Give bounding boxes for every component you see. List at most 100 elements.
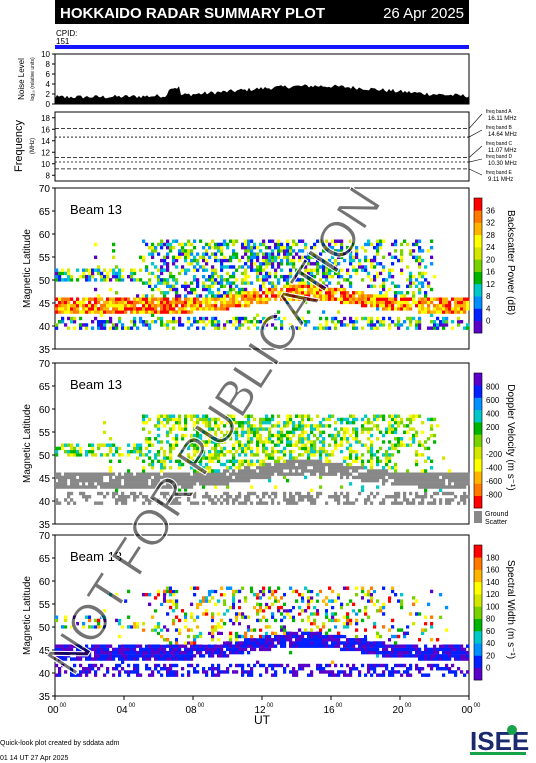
scatter-cell [436,475,440,480]
scatter-cell [289,670,293,674]
scatter-cell [310,501,314,505]
scatter-cell [295,287,299,292]
scatter-cell [220,644,224,648]
scatter-cell [226,634,230,639]
scatter-cell [451,491,455,496]
scatter-cell [109,449,113,454]
scatter-cell [118,654,122,658]
scatter-cell [211,498,215,502]
scatter-cell [199,265,203,269]
scatter-cell [223,644,227,648]
scatter-cell [175,657,179,661]
scatter-cell [184,641,188,645]
scatter-cell [220,628,224,632]
scatter-cell [301,239,305,243]
scatter-cell [190,242,194,247]
scatter-cell [256,446,260,451]
scatter-cell [160,657,164,661]
scatter-cell [232,498,236,502]
scatter-cell [343,673,347,677]
scatter-cell [235,475,239,480]
scatter-cell [235,278,239,282]
scatter-cell [103,472,107,476]
scatter-cell [115,478,119,483]
scatter-cell [379,459,383,464]
scatter-cell [331,245,335,250]
scatter-cell [283,278,287,282]
scatter-cell [139,654,143,658]
scatter-cell [79,453,83,457]
scatter-cell [277,424,281,428]
scatter-cell [397,647,401,652]
scatter-cell [109,482,113,486]
scatter-cell [337,501,341,505]
scatter-cell [91,446,95,451]
scatter-cell [442,310,446,314]
scatter-cell [172,644,176,648]
scatter-cell [319,472,323,476]
scatter-cell [418,300,422,305]
scatter-cell [88,647,92,652]
scatter-cell [313,424,317,428]
scatter-cell [424,291,428,295]
scatter-cell [397,472,401,476]
scatter-cell [160,462,164,467]
scatter-cell [157,303,161,308]
scatter-cell [235,495,239,499]
scatter-cell [286,609,290,613]
scatter-cell [91,271,95,276]
scatter-cell [262,320,266,324]
scatter-cell [184,615,188,619]
scatter-cell [139,472,143,476]
scatter-cell [295,599,299,603]
scatter-cell [394,284,398,289]
scatter-cell [298,427,302,431]
scatter-cell [361,265,365,269]
scatter-cell [148,485,152,489]
scatter-cell [91,625,95,629]
scatter-cell [262,459,266,464]
scatter-cell [172,297,176,301]
scatter-cell [118,485,122,489]
scatter-cell [178,478,182,483]
scatter-cell [214,440,218,444]
scatter-cell [253,291,257,295]
scatter-cell [208,644,212,648]
scatter-cell [85,654,89,658]
scatter-cell [127,469,131,473]
scatter-cell [205,670,209,674]
scatter-cell [169,654,173,658]
scatter-cell [214,316,218,321]
scatter-cell [160,242,164,247]
scatter-cell [145,294,149,298]
scatter-cell [190,459,194,464]
scatter-cell [322,592,326,597]
scatter-cell [301,437,305,441]
scatter-cell [166,628,170,632]
scatter-cell [229,605,233,610]
scatter-cell [316,638,320,642]
scatter-cell [178,501,182,505]
scatter-cell [169,287,173,292]
scatter-cell [265,641,269,645]
scatter-cell [424,294,428,298]
scatter-cell [265,297,269,301]
scatter-cell [319,420,323,425]
scatter-cell [391,650,395,655]
scatter-cell [163,449,167,454]
scatter-cell [94,300,98,305]
scatter-cell [178,654,182,658]
scatter-cell [349,297,353,301]
scatter-cell [157,449,161,454]
scatter-cell [346,615,350,619]
scatter-cell [130,449,134,454]
scatter-cell [118,634,122,639]
scatter-cell [310,647,314,652]
scatter-cell [325,258,329,263]
scatter-cell [232,303,236,308]
scatter-cell [55,475,59,480]
scatter-cell [388,472,392,476]
scatter-cell [241,650,245,655]
scatter-cell [127,297,131,301]
